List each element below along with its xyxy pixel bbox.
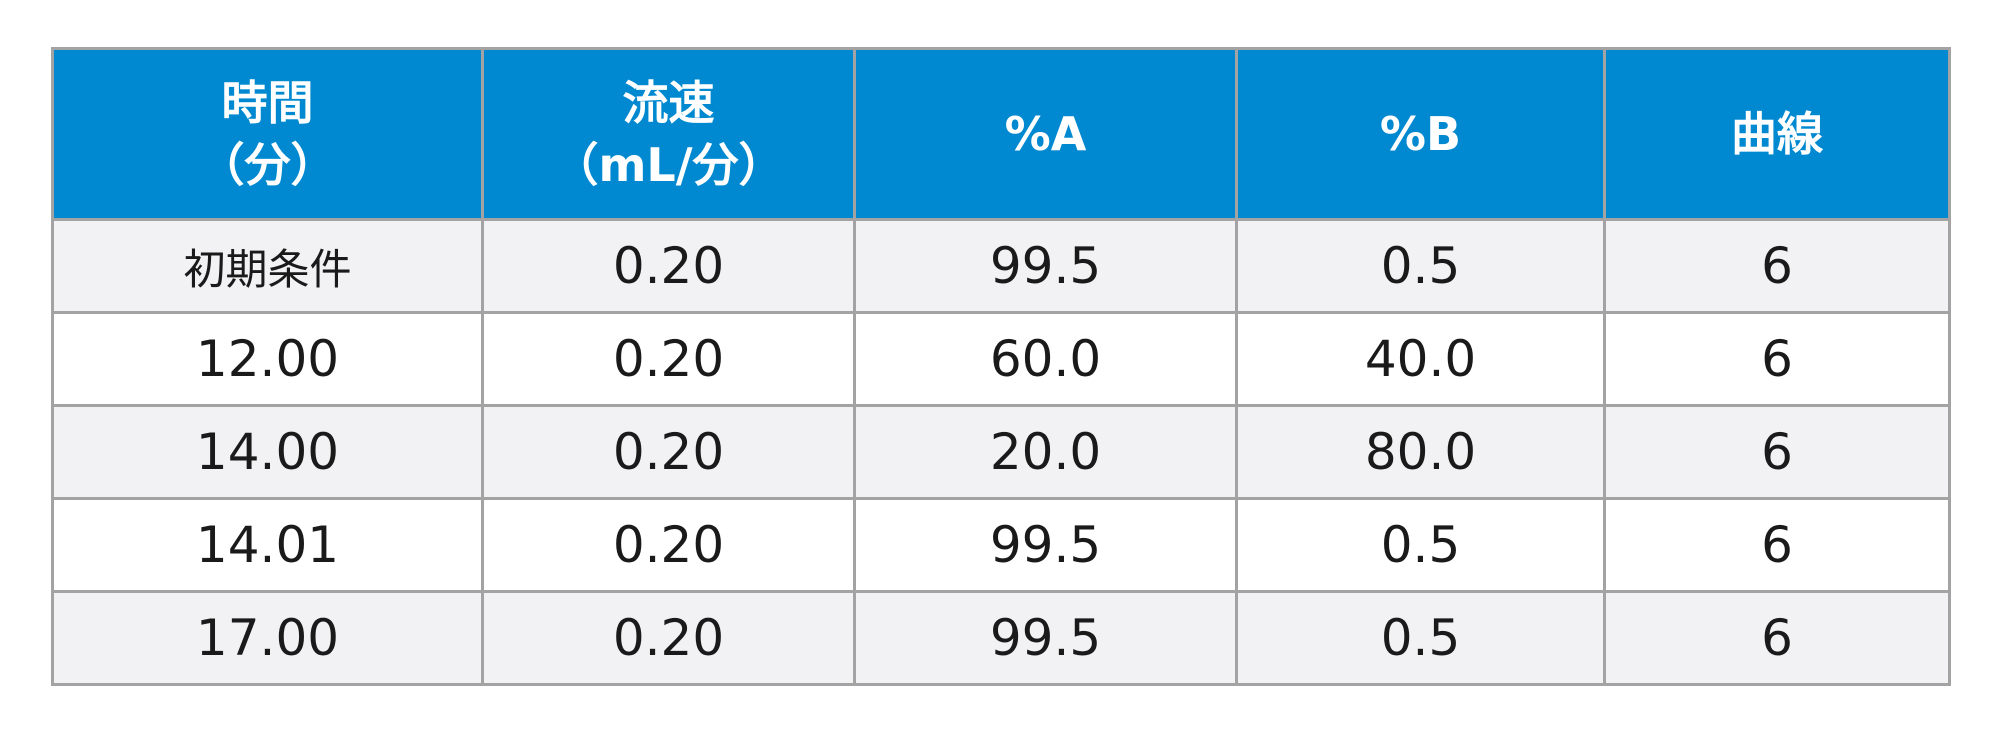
- header-text: （分）: [198, 138, 337, 192]
- table-cell: 60.0: [853, 311, 1238, 407]
- table-row: 14.00 0.20 20.0 80.0 6: [51, 404, 1951, 500]
- table-cell: 6: [1603, 311, 1951, 407]
- table-cell: 14.00: [51, 404, 484, 500]
- header-text: （mL/分）: [552, 138, 785, 192]
- table-cell: 14.01: [51, 497, 484, 593]
- header-text: %B: [1379, 107, 1462, 161]
- table-cell: 0.20: [481, 590, 856, 686]
- table-cell: 6: [1603, 590, 1951, 686]
- table-cell: 0.5: [1235, 497, 1606, 593]
- table-cell: 0.5: [1235, 590, 1606, 686]
- table-cell: 99.5: [853, 218, 1238, 314]
- table-cell: 0.20: [481, 497, 856, 593]
- table-row: 17.00 0.20 99.5 0.5 6: [51, 590, 1951, 686]
- table-cell: 12.00: [51, 311, 484, 407]
- table-cell: 99.5: [853, 590, 1238, 686]
- gradient-table: 時間 （分） 流速 （mL/分） %A %B 曲線 初期条件 0.20 99.5 0.5 6 12.0…: [51, 47, 1951, 686]
- header-text: %A: [1004, 107, 1087, 161]
- table-row: 14.01 0.20 99.5 0.5 6: [51, 497, 1951, 593]
- table-cell: 80.0: [1235, 404, 1606, 500]
- table-cell: 6: [1603, 218, 1951, 314]
- table-cell: 40.0: [1235, 311, 1606, 407]
- header-cell: 時間 （分）: [51, 47, 484, 221]
- table-cell: 0.20: [481, 218, 856, 314]
- table-cell: 17.00: [51, 590, 484, 686]
- table-cell: 6: [1603, 404, 1951, 500]
- header-cell: 流速 （mL/分）: [481, 47, 856, 221]
- table-body: 初期条件 0.20 99.5 0.5 6 12.00 0.20 60.0 40.0 6 14.00 0…: [51, 218, 1951, 686]
- header-text: 流速: [622, 76, 715, 130]
- table-row: 12.00 0.20 60.0 40.0 6: [51, 311, 1951, 407]
- table-cell: 0.5: [1235, 218, 1606, 314]
- table-cell: 初期条件: [51, 218, 484, 314]
- table-row: 初期条件 0.20 99.5 0.5 6: [51, 218, 1951, 314]
- table-cell: 20.0: [853, 404, 1238, 500]
- table-header: 時間 （分） 流速 （mL/分） %A %B 曲線: [51, 47, 1951, 221]
- header-cell: %A: [853, 47, 1238, 221]
- table-cell: 0.20: [481, 311, 856, 407]
- table-cell: 0.20: [481, 404, 856, 500]
- header-row: 時間 （分） 流速 （mL/分） %A %B 曲線: [51, 47, 1951, 221]
- table-cell: 6: [1603, 497, 1951, 593]
- header-cell: 曲線: [1603, 47, 1951, 221]
- table-cell: 99.5: [853, 497, 1238, 593]
- header-text: 時間: [221, 76, 314, 130]
- header-text: 曲線: [1731, 107, 1823, 161]
- header-cell: %B: [1235, 47, 1606, 221]
